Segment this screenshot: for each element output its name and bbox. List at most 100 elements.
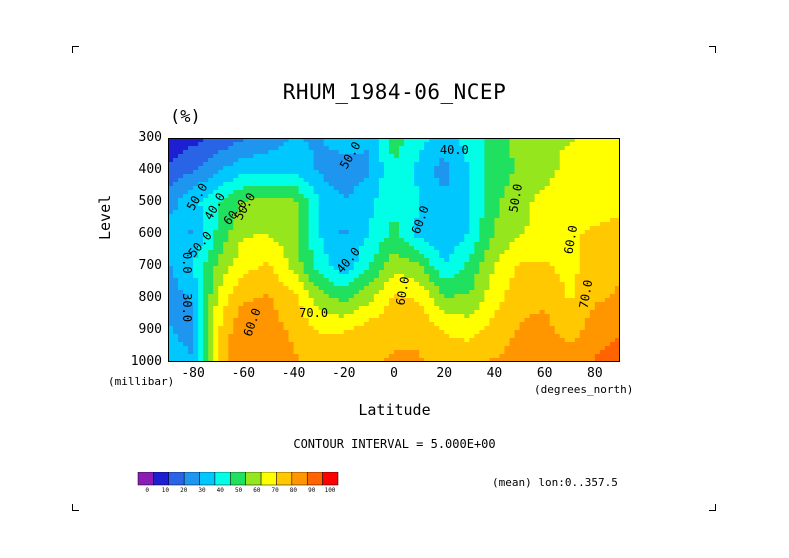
heatmap-cell: [444, 162, 450, 167]
heatmap-cell: [168, 334, 174, 339]
heatmap-cell: [358, 166, 365, 171]
heatmap-cell: [469, 150, 475, 155]
heatmap-cell: [514, 230, 520, 235]
heatmap-cell: [293, 242, 299, 247]
heatmap-cell: [584, 210, 591, 215]
heatmap-cell: [454, 178, 460, 183]
heatmap-cell: [183, 302, 189, 307]
heatmap-cell: [313, 238, 320, 243]
heatmap-cell: [459, 170, 465, 175]
heatmap-cell: [273, 206, 279, 211]
heatmap-cell: [524, 314, 530, 319]
heatmap-cell: [273, 270, 279, 275]
heatmap-cell: [203, 354, 209, 359]
heatmap-cell: [419, 294, 425, 299]
heatmap-cell: [298, 258, 304, 263]
heatmap-cell: [444, 186, 450, 191]
heatmap-cell: [409, 306, 415, 311]
heatmap-cell: [409, 274, 415, 279]
heatmap-cell: [469, 250, 475, 255]
heatmap-cell: [183, 310, 189, 315]
heatmap-cell: [514, 170, 520, 175]
heatmap-cell: [183, 282, 189, 287]
heatmap-cell: [363, 146, 370, 151]
heatmap-cell: [303, 206, 310, 211]
heatmap-cell: [268, 350, 274, 355]
heatmap-cell: [243, 350, 249, 355]
heatmap-cell: [198, 346, 204, 351]
heatmap-cell: [569, 286, 576, 291]
heatmap-cell: [454, 190, 460, 195]
heatmap-cell: [243, 322, 249, 327]
heatmap-cell: [564, 158, 571, 163]
heatmap-cell: [529, 206, 536, 211]
heatmap-cell: [188, 230, 194, 235]
heatmap-cell: [469, 318, 475, 323]
heatmap-cell: [399, 250, 405, 255]
heatmap-cell: [404, 274, 410, 279]
heatmap-cell: [223, 254, 229, 259]
heatmap-cell: [544, 250, 551, 255]
heatmap-cell: [429, 154, 435, 159]
heatmap-cell: [348, 334, 355, 339]
heatmap-cell: [358, 266, 365, 271]
heatmap-cell: [489, 270, 495, 275]
heatmap-cell: [253, 254, 259, 259]
heatmap-cell: [378, 154, 385, 159]
heatmap-cell: [193, 278, 199, 283]
heatmap-cell: [328, 318, 335, 323]
heatmap-cell: [544, 274, 551, 279]
heatmap-cell: [323, 346, 330, 351]
heatmap-cell: [318, 222, 325, 227]
heatmap-cell: [378, 334, 385, 339]
heatmap-cell: [383, 346, 390, 351]
heatmap-cell: [188, 318, 194, 323]
heatmap-cell: [504, 226, 510, 231]
heatmap-cell: [218, 294, 224, 299]
heatmap-cell: [208, 290, 214, 295]
heatmap-cell: [388, 250, 395, 255]
heatmap-cell: [223, 346, 229, 351]
heatmap-cell: [609, 354, 616, 359]
heatmap-cell: [193, 310, 199, 315]
heatmap-cell: [333, 306, 340, 311]
heatmap-cell: [549, 298, 556, 303]
heatmap-cell: [419, 306, 425, 311]
heatmap-cell: [173, 170, 179, 175]
heatmap-cell: [288, 222, 294, 227]
heatmap-cell: [559, 186, 566, 191]
heatmap-cell: [454, 170, 460, 175]
heatmap-cell: [328, 166, 335, 171]
heatmap-cell: [569, 258, 576, 263]
heatmap-cell: [268, 254, 274, 259]
heatmap-cell: [504, 190, 510, 195]
heatmap-cell: [564, 270, 571, 275]
heatmap-cell: [233, 218, 239, 223]
heatmap-cell: [484, 158, 490, 163]
heatmap-cell: [484, 170, 490, 175]
heatmap-cell: [243, 162, 249, 167]
heatmap-cell: [524, 202, 530, 207]
heatmap-cell: [218, 238, 224, 243]
heatmap-cell: [584, 302, 591, 307]
heatmap-cell: [308, 138, 315, 143]
heatmap-cell: [298, 138, 304, 143]
heatmap-cell: [208, 202, 214, 207]
heatmap-cell: [549, 146, 556, 151]
heatmap-cell: [273, 306, 279, 311]
heatmap-cell: [248, 142, 254, 147]
heatmap-cell: [579, 286, 586, 291]
heatmap-cell: [203, 154, 209, 159]
heatmap-cell: [479, 258, 485, 263]
heatmap-cell: [203, 322, 209, 327]
heatmap-cell: [589, 246, 596, 251]
heatmap-cell: [539, 142, 546, 147]
heatmap-cell: [253, 218, 259, 223]
heatmap-cell: [248, 282, 254, 287]
heatmap-cell: [168, 254, 174, 259]
heatmap-cell: [298, 174, 304, 179]
heatmap-cell: [308, 190, 315, 195]
heatmap-cell: [323, 202, 330, 207]
heatmap-cell: [373, 338, 380, 343]
heatmap-cell: [459, 146, 465, 151]
